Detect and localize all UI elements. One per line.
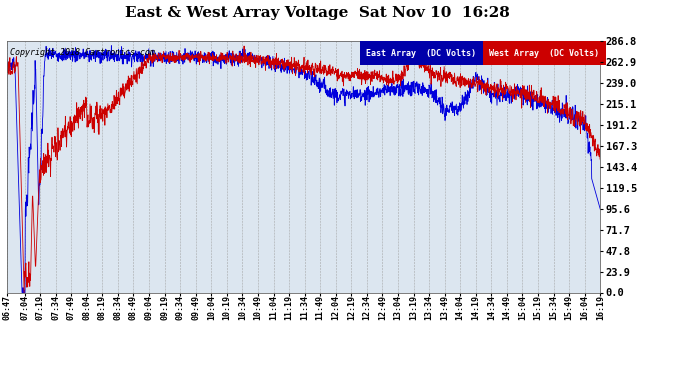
FancyBboxPatch shape	[360, 41, 483, 65]
Text: East & West Array Voltage  Sat Nov 10  16:28: East & West Array Voltage Sat Nov 10 16:…	[125, 6, 510, 20]
FancyBboxPatch shape	[483, 41, 606, 65]
Text: East Array  (DC Volts): East Array (DC Volts)	[366, 49, 476, 58]
Text: West Array  (DC Volts): West Array (DC Volts)	[489, 49, 599, 58]
Text: Copyright 2018 Cartronics.com: Copyright 2018 Cartronics.com	[10, 48, 155, 57]
